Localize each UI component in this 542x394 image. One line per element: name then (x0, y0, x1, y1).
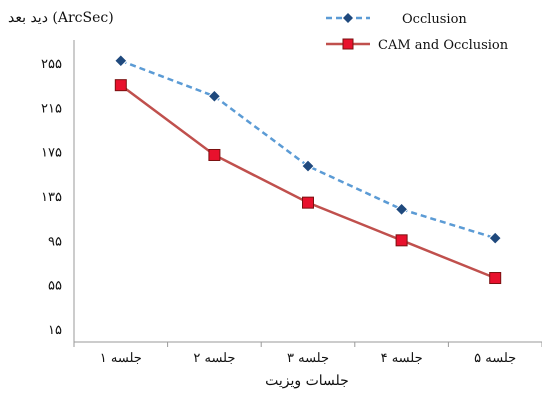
data-point-occlusion (488, 231, 502, 245)
x-tick-label: جلسه ۳ (287, 351, 329, 366)
y-tick-label: ۱۳۵ (41, 190, 62, 205)
y-tick-label: ۹۵ (48, 234, 62, 249)
x-tick-labels: جلسه ۱ جلسه ۲ جلسه ۳ جلسه ۴ جلسه ۵ (100, 351, 516, 366)
y-tick-label: ۵۵ (48, 279, 62, 294)
series-group (114, 54, 502, 285)
legend-label: Occlusion (402, 12, 467, 27)
data-point-cam-occlusion (114, 79, 127, 92)
y-tick-labels: ۱۵ ۵۵ ۹۵ ۱۳۵ ۱۷۵ ۲۱۵ ۲۵۵ (41, 57, 62, 338)
data-point-cam-occlusion (208, 148, 221, 161)
data-point-cam-occlusion (489, 272, 502, 285)
legend-swatch-marker (343, 13, 353, 23)
data-point-cam-occlusion (395, 234, 408, 247)
x-tick-label: جلسه ۱ (100, 351, 142, 366)
legend-label: CAM and Occlusion (378, 38, 509, 53)
y-tick-label: ۲۵۵ (41, 57, 62, 72)
data-point-occlusion (207, 89, 222, 103)
series-line-1 (120, 59, 496, 240)
data-point-occlusion (301, 159, 315, 173)
x-tick-label: جلسه ۵ (474, 351, 516, 366)
x-tick-label: جلسه ۲ (193, 351, 235, 366)
x-axis-title: جلسات ویزیت (265, 373, 349, 389)
legend-swatch-marker (342, 38, 354, 50)
x-tick-label: جلسه ۴ (381, 351, 423, 366)
y-tick-label: ۱۷۵ (41, 146, 62, 161)
data-point-cam-occlusion (302, 196, 314, 209)
y-axis-title: دید بعد (ArcSec) (8, 10, 114, 26)
series-line-2 (120, 84, 496, 280)
y-tick-label: ۲۱۵ (41, 101, 62, 116)
chart-axes (73, 40, 542, 347)
legend: Occlusion CAM and Occlusion (326, 12, 509, 53)
data-point-occlusion (394, 202, 409, 217)
y-tick-label: ۱۵ (48, 323, 62, 338)
data-point-occlusion (114, 54, 128, 68)
